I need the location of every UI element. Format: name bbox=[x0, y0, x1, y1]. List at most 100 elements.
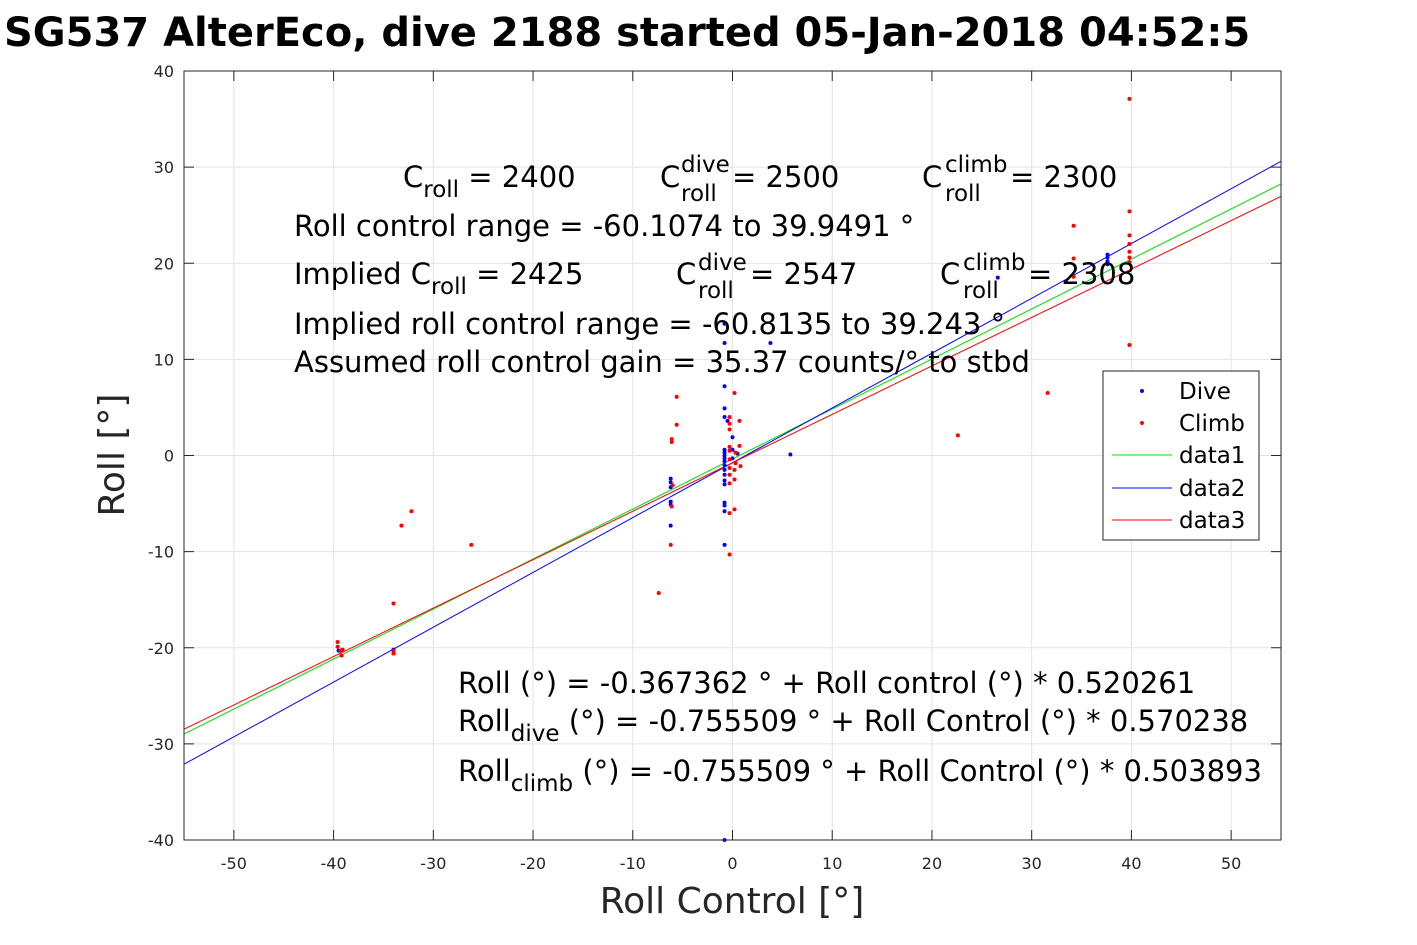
annotation-coefficients: Croll = 2400 C dive roll = 2500 C climb … bbox=[294, 152, 1135, 379]
data-point-climb bbox=[391, 601, 396, 606]
data-point-climb bbox=[409, 509, 414, 514]
data-point-climb bbox=[738, 464, 743, 469]
data-point-climb bbox=[727, 511, 732, 516]
data-point-climb bbox=[674, 394, 679, 399]
data-point-dive bbox=[768, 341, 773, 346]
data-point-dive bbox=[668, 523, 673, 528]
data-point-climb bbox=[399, 523, 404, 528]
data-point-climb bbox=[391, 651, 396, 656]
data-point-climb bbox=[732, 507, 737, 512]
data-point-dive bbox=[722, 472, 727, 477]
x-tick-label: 30 bbox=[1022, 854, 1042, 873]
data-point-dive bbox=[722, 406, 727, 411]
y-tick-label: -20 bbox=[148, 639, 174, 658]
data-point-climb bbox=[732, 391, 737, 396]
data-point-climb bbox=[727, 415, 732, 420]
data-point-dive bbox=[1105, 259, 1110, 264]
data-point-climb bbox=[1127, 249, 1132, 254]
data-point-dive bbox=[1105, 252, 1110, 257]
y-tick-labels: -40 -30 -20 -10 0 10 20 30 40 bbox=[148, 62, 174, 850]
data-point-climb bbox=[737, 443, 742, 448]
x-tick-labels: -50 -40 -30 -20 -10 0 10 20 30 40 50 bbox=[221, 854, 1242, 873]
data-point-climb bbox=[1127, 233, 1132, 238]
data-point-dive bbox=[722, 503, 727, 508]
x-tick-label: -30 bbox=[420, 854, 446, 873]
data-point-dive bbox=[722, 467, 727, 472]
annotation-c-roll-climb: C bbox=[922, 160, 942, 194]
annotation-c-roll-dive-sup: dive bbox=[681, 152, 730, 178]
data-point-climb bbox=[732, 467, 737, 472]
y-axis-label: Roll [°] bbox=[92, 394, 133, 517]
legend-marker-climb bbox=[1140, 421, 1144, 425]
annotation-c-roll-climb-sub: roll bbox=[945, 181, 981, 207]
y-tick-label: 20 bbox=[154, 254, 174, 273]
data-point-dive bbox=[722, 500, 727, 505]
data-point-dive bbox=[995, 275, 1000, 280]
x-tick-label: -20 bbox=[520, 854, 546, 873]
data-point-climb bbox=[668, 542, 673, 547]
data-point-dive bbox=[722, 463, 727, 468]
data-point-climb bbox=[732, 477, 737, 482]
annotation-implied-climb-value: = 2308 bbox=[1028, 257, 1135, 291]
legend-label-climb: Climb bbox=[1179, 411, 1245, 437]
data-point-climb bbox=[727, 472, 732, 477]
chart-title: SG537 AlterEco, dive 2188 started 05-Jan… bbox=[4, 10, 1250, 56]
annotation-roll-control-range: Roll control range = -60.1074 to 39.9491… bbox=[294, 209, 914, 243]
data-point-climb bbox=[669, 437, 674, 442]
annotation-c-roll: Croll = 2400 bbox=[403, 160, 576, 203]
annotation-implied-climb-sub: roll bbox=[963, 278, 999, 304]
data-point-climb bbox=[727, 427, 732, 432]
y-tick-label: -40 bbox=[148, 831, 174, 850]
legend-label-data2: data2 bbox=[1179, 476, 1245, 502]
data-point-dive bbox=[722, 456, 727, 461]
x-tick-label: -50 bbox=[221, 854, 247, 873]
data-point-climb bbox=[733, 450, 738, 455]
data-point-dive bbox=[668, 499, 673, 504]
data-point-climb bbox=[727, 465, 732, 470]
data-point-climb bbox=[727, 481, 732, 486]
data-point-climb bbox=[1127, 255, 1132, 260]
annotation-fit: Roll (°) = -0.367362 ° + Roll control (°… bbox=[458, 666, 1195, 700]
annotation-implied-range: Implied roll control range = -60.8135 to… bbox=[294, 307, 1005, 341]
data-point-climb bbox=[391, 648, 396, 653]
annotation-fit-dive: Rolldive (°) = -0.755509 ° + Roll Contro… bbox=[458, 704, 1248, 747]
annotation-implied-dive-value: = 2547 bbox=[750, 257, 857, 291]
annotation-implied-dive-sub: roll bbox=[698, 278, 734, 304]
x-tick-label: 20 bbox=[922, 854, 942, 873]
annotation-c-roll-dive-value: = 2500 bbox=[732, 160, 839, 194]
data-point-climb bbox=[1127, 96, 1132, 101]
data-point-climb bbox=[733, 461, 738, 466]
data-point-dive bbox=[722, 321, 727, 326]
legend-label-data3: data3 bbox=[1179, 508, 1245, 534]
data-point-dive bbox=[668, 476, 673, 481]
legend: Dive Climb data1 data2 data3 bbox=[1102, 370, 1260, 541]
data-point-climb bbox=[727, 444, 732, 449]
x-tick-label: 10 bbox=[822, 854, 842, 873]
data-point-dive bbox=[722, 478, 727, 483]
data-point-climb bbox=[1127, 342, 1132, 347]
annotation-implied-dive: C bbox=[676, 257, 696, 291]
data-point-dive bbox=[722, 341, 727, 346]
y-tick-label: 40 bbox=[154, 62, 174, 81]
data-point-climb bbox=[1045, 391, 1050, 396]
annotation-implied-climb: C bbox=[940, 257, 960, 291]
annotation-c-roll-dive: C bbox=[660, 160, 680, 194]
data-point-dive bbox=[722, 453, 727, 458]
annotation-c-roll-climb-value: = 2300 bbox=[1010, 160, 1117, 194]
y-tick-label: -30 bbox=[148, 735, 174, 754]
data-point-climb bbox=[674, 422, 679, 427]
data-point-climb bbox=[669, 440, 674, 445]
legend-label-dive: Dive bbox=[1179, 379, 1231, 405]
data-point-climb bbox=[339, 653, 344, 658]
data-point-climb bbox=[1127, 209, 1132, 214]
data-point-climb bbox=[727, 552, 732, 557]
annotation-implied-c-roll: Implied Croll = 2425 bbox=[294, 257, 583, 300]
data-point-climb bbox=[340, 647, 345, 652]
axes-box bbox=[183, 70, 1282, 841]
data-point-dive bbox=[788, 452, 793, 457]
y-tick-label: 10 bbox=[154, 350, 174, 369]
legend-marker-dive bbox=[1140, 389, 1144, 393]
data-point-climb bbox=[469, 542, 474, 547]
annotation-c-roll-climb-sup: climb bbox=[945, 152, 1007, 178]
annotation-gain: Assumed roll control gain = 35.37 counts… bbox=[294, 345, 1030, 379]
